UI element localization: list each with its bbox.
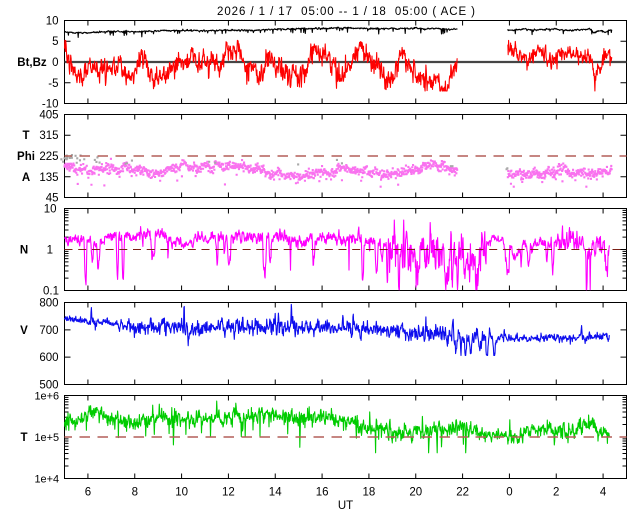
svg-text:A: A	[22, 172, 30, 184]
svg-text:Phi: Phi	[17, 151, 35, 163]
svg-text:14: 14	[269, 487, 282, 499]
svg-text:10: 10	[44, 204, 57, 216]
svg-text:10: 10	[46, 16, 59, 28]
svg-text:315: 315	[39, 130, 58, 142]
svg-text:16: 16	[316, 487, 329, 499]
svg-text:1e+6: 1e+6	[34, 391, 59, 403]
svg-text:2: 2	[553, 487, 559, 499]
svg-text:8: 8	[132, 487, 138, 499]
svg-text:N: N	[20, 245, 28, 257]
svg-text:800: 800	[39, 298, 58, 310]
svg-text:1: 1	[47, 245, 53, 257]
svg-text:V: V	[20, 325, 28, 337]
svg-text:1e+5: 1e+5	[34, 432, 59, 444]
svg-text:0: 0	[52, 57, 58, 69]
svg-text:12: 12	[222, 487, 235, 499]
svg-text:1e+4: 1e+4	[34, 474, 59, 486]
svg-text:4: 4	[600, 487, 607, 499]
svg-text:0.1: 0.1	[43, 286, 59, 298]
svg-text:22: 22	[456, 487, 469, 499]
svg-text:-10: -10	[42, 99, 59, 111]
svg-text:UT: UT	[338, 500, 353, 512]
svg-text:405: 405	[39, 110, 58, 122]
svg-text:2026 / 1 / 17 05:00 -- 1 / 18: 2026 / 1 / 17 05:00 -- 1 / 18 05:00 ( AC…	[217, 6, 475, 18]
svg-text:20: 20	[409, 487, 422, 499]
svg-text:500: 500	[39, 380, 58, 392]
svg-text:T: T	[20, 432, 27, 444]
svg-text:225: 225	[39, 151, 58, 163]
svg-text:135: 135	[39, 172, 58, 184]
svg-text:5: 5	[52, 36, 58, 48]
svg-text:18: 18	[363, 487, 376, 499]
svg-text:700: 700	[39, 325, 58, 337]
svg-text:45: 45	[46, 193, 59, 205]
svg-text:6: 6	[85, 487, 91, 499]
svg-text:600: 600	[39, 352, 58, 364]
svg-text:Bt,Bz: Bt,Bz	[17, 57, 47, 69]
svg-text:-5: -5	[48, 78, 58, 90]
svg-text:0: 0	[506, 487, 512, 499]
svg-text:10: 10	[175, 487, 188, 499]
svg-text:T: T	[22, 130, 29, 142]
